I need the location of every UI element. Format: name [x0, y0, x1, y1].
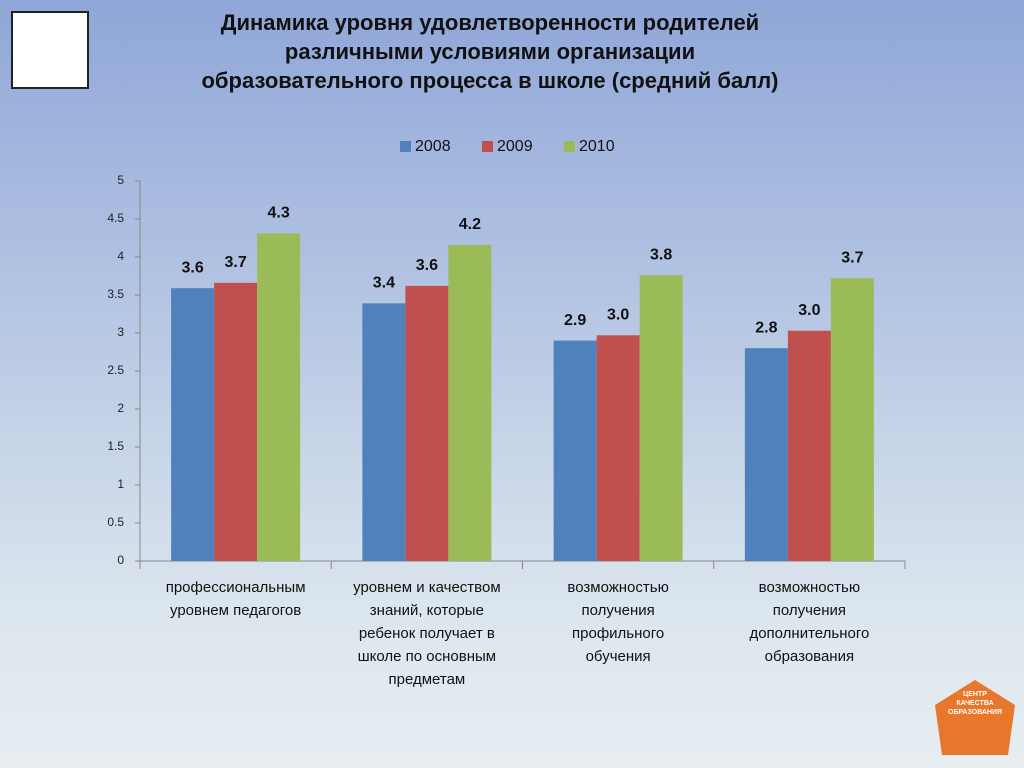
value-label: 3.0 — [607, 306, 629, 323]
legend-label: 2008 — [415, 138, 451, 155]
y-tick-label: 3.5 — [107, 287, 124, 301]
legend-swatch — [482, 141, 493, 152]
legend-label: 2009 — [497, 138, 533, 155]
value-label: 4.3 — [268, 205, 290, 222]
legend-label: 2010 — [579, 138, 615, 155]
bar — [830, 278, 874, 561]
value-label: 2.9 — [564, 312, 586, 329]
logo — [11, 11, 89, 89]
y-tick-label: 0.5 — [107, 515, 124, 529]
bar — [257, 233, 301, 561]
bar — [362, 303, 406, 561]
bar — [553, 340, 597, 561]
bar — [744, 348, 788, 561]
badge-shape — [935, 680, 1015, 755]
value-label: 4.2 — [459, 216, 481, 233]
x-tick-label: профессиональным уровнем педагогов — [165, 579, 306, 619]
bar — [171, 288, 215, 561]
bar — [639, 275, 683, 561]
badge-text: ЦЕНТР КАЧЕСТВА ОБРАЗОВАНИЯ — [947, 691, 1003, 716]
bar — [405, 285, 449, 561]
x-tick-label: уровнем и качеством знаний, которые ребе… — [353, 579, 501, 688]
y-tick-label: 2 — [117, 401, 124, 415]
y-tick-label: 1.5 — [107, 439, 124, 453]
x-tick-label: возможностью получения дополнительного о… — [749, 579, 870, 665]
x-tick-label: возможностью получения профильного обуче… — [567, 579, 669, 665]
value-label: 3.7 — [841, 249, 863, 266]
bar — [214, 282, 258, 561]
y-tick-label: 5 — [117, 173, 124, 187]
y-tick-label: 4.5 — [107, 211, 124, 225]
bar — [448, 244, 492, 561]
chart-title: Динамика уровня удовлетворенности родите… — [201, 10, 779, 93]
bar — [596, 335, 640, 561]
value-label: 3.7 — [225, 254, 247, 271]
value-label: 3.4 — [373, 275, 395, 292]
value-label: 3.8 — [650, 246, 672, 263]
value-label: 3.6 — [416, 257, 438, 274]
y-tick-label: 3 — [117, 325, 124, 339]
y-tick-label: 4 — [117, 249, 124, 263]
y-tick-label: 2.5 — [107, 363, 124, 377]
y-tick-label: 1 — [117, 477, 124, 491]
legend-swatch — [400, 141, 411, 152]
value-label: 3.6 — [182, 259, 204, 276]
value-label: 2.8 — [755, 319, 777, 336]
y-tick-label: 0 — [117, 553, 124, 567]
legend-swatch — [564, 141, 575, 152]
value-label: 3.0 — [798, 302, 820, 319]
bar — [787, 330, 831, 561]
